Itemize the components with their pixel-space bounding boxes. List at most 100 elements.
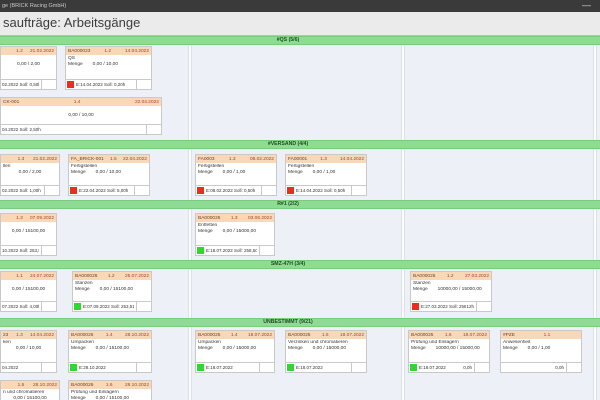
card-fabrick001-versand[interactable]: FA_BRICK-001 1.5 22.04.2022 Fertigstellen M… [68,154,150,196]
card-version: 1.5 [110,156,117,162]
card-date: 28.10.2022 [32,382,57,388]
card-version: 1.3 [16,215,23,221]
quantity-value: 0,00 / 15000,00 [222,229,257,234]
planning-board: #QS (5/6) #VERSAND (4/4) R#1 (2/2) SMZ-4… [0,36,600,400]
quantity-value: 0,00 / 10,00 [68,113,94,118]
group-header-r1[interactable]: R#1 (2/2) [0,200,600,209]
group-header-unbestimmt[interactable]: UNBESTIMMT (9/21) [0,318,600,327]
card-date: 14.04.2022 [124,48,149,54]
footer-cell [474,363,489,372]
quantity-value: 0,00 / 1,00 [222,170,246,175]
card-version: 1.3 [320,156,327,162]
group-header-smz47h[interactable]: SMZ-47H (3/4) [0,260,600,269]
group-header-qs[interactable]: #QS (5/6) [0,36,600,45]
card-id: BA000025 [411,332,434,338]
operation-label: ken [3,340,11,345]
card-version: 1.2 [16,48,23,54]
card-date: 28.10.2022 [124,332,149,338]
card-id: CK-001 [3,99,20,105]
footer-text: E:08.02.2022 Soll: 0,50h [206,188,256,193]
quantity-value: 0,00 / 10,00 [92,62,119,67]
card-qs-cutoff[interactable]: 1.2 21.02.2022 0,00 / 2,00 02.2022 Soll: … [0,46,57,90]
footer-cell [41,246,56,255]
quantity-value: 10000,00 / 15000,00 [437,287,482,292]
quantity-value: 0,00 / 15100,00 [13,396,47,400]
card-ba000023-qs[interactable]: BA000023 1.2 14.04.2022 QS Menge 0,00 / 10,0… [65,46,152,90]
status-icon [197,187,204,194]
status-icon [287,187,294,194]
operation-label: Stanzen [75,281,93,286]
footer-text: E:18.07.2022 Soll: 258,50h [206,248,257,253]
card-id: BA000025 [288,332,311,338]
card-version: 1.2 [107,273,115,279]
quantity-value: 0,00 / 15000,00 [222,346,257,351]
card-id: 23 [3,332,9,338]
footer-text: E:28.10.2022 [79,365,106,370]
minimize-icon[interactable]: — [582,0,591,10]
card-fabrick-qs-cutoff[interactable]: CK-001 1.4 22.04.2022 0,00 / 10,00 04.2022… [0,97,162,135]
card-fa00001-versand[interactable]: FA00001 1.3 14.04.2022 Fertigstellen Menge 0… [285,154,367,196]
card-id: BA000025 [413,273,436,279]
card-id: BA000025 [198,215,221,221]
footer-cell [351,186,366,195]
window-titlebar: ge (BRICK Racing GmbH) — [0,0,600,12]
footer-cell [566,363,581,372]
card-ba000026-umpacken[interactable]: BA000026 1.4 28.10.2022 Umpacken Menge 0,00 … [68,330,152,373]
operation-label: Entfetten [198,223,218,228]
footer-text: E:07.09.2022 Soll: 253,51h [83,304,134,309]
card-id: FA_BRICK-001 [71,156,104,162]
card-ba000025-stanzen[interactable]: BA000025 1.2 27.03.2022 Stanzen Menge 10000,… [410,271,492,312]
column-divider [593,36,597,400]
card-unbestimmt-cutoff[interactable]: 23 1.3 14.04.2022 ken 0,00 / 10,00 04.2022 [0,330,57,373]
footer-cell [261,186,276,195]
window-title: ge (BRICK Racing GmbH) [2,3,67,9]
card-pze-anwesenheit[interactable]: #PZE 1.1 Anwesenheit Menge 0,00 / 1,00 0,0h [500,330,582,373]
quantity-label: Menge [75,287,90,292]
card-unbestimmt-row2-cutoff[interactable]: 1.5 28.10.2022 n und chromatieren 0,00 / 1… [0,380,60,400]
operation-label: QS [68,56,75,61]
footer-text: E:22.04.2022 Soll: 5,00h [79,188,129,193]
card-ba000026-pruefung[interactable]: BA000026 1.6 28.10.2022 Prüfung und Einlag… [68,380,152,400]
card-ba000026-stanzen[interactable]: BA000026 1.2 25.07.2022 Stanzen Menge 0,00 /… [72,271,152,312]
quantity-value: 0,00 / 1,00 [527,346,551,351]
card-smz-cutoff[interactable]: 1.1 24.07.2022 0,00 / 15100,00 07.2022 So… [0,271,57,312]
card-fa0003-versand[interactable]: FA0003 1.3 08.02.2022 Fertigstellen Menge 0,… [195,154,277,196]
status-icon [287,364,294,371]
card-ba000025-entfetten[interactable]: BA000025 1.3 03.06.2022 Entfetten Menge 0,00… [195,213,275,256]
card-ba000025-verzinken[interactable]: BA000025 1.5 18.07.2022 Verzinken und chro… [285,330,367,373]
footer-cell [41,80,56,89]
footer-cell [259,246,274,255]
card-ba000025-pruefung[interactable]: BA000025 1.6 18.07.2022 Prüfung und Einlag… [408,330,490,373]
operation-label: Stanzen [413,281,431,286]
card-versand-cutoff[interactable]: 1.3 21.02.2022 llen 0,00 / 2,00 02.2022 So… [0,154,60,196]
footer-hours: 0,0h [555,365,564,370]
footer-text: E:18.07.2022 [296,365,323,370]
column-divider [188,36,192,400]
footer-text: 02.2022 Soll: 0,50h [2,82,39,87]
footer-text: 07.2022 Soll: 4,00h [2,304,39,309]
quantity-label: Menge [68,62,83,67]
quantity-value: 0,00 / 15100,00 [95,346,130,351]
card-version: 1.4 [73,99,81,105]
card-date: 22.04.2022 [122,156,147,162]
card-id: FA00001 [288,156,308,162]
operation-label: Fertigstellen [71,164,98,169]
card-id: BA000023 [68,48,91,54]
card-ba000025-umpacken[interactable]: BA000025 1.4 18.07.2022 Umpacken Menge 0,00 … [195,330,275,373]
footer-cell [476,302,491,311]
card-version: 1.4 [230,332,238,338]
group-header-versand[interactable]: #VERSAND (4/4) [0,140,600,149]
card-version: 1.2 [446,273,454,279]
footer-cell [41,363,56,372]
card-id: BA000026 [71,382,94,388]
card-version: 1.1 [16,273,23,279]
page-header: saufträge: Arbeitsgänge [0,12,600,36]
footer-cell [136,363,151,372]
card-id: #PZE [503,332,515,338]
page-title: saufträge: Arbeitsgänge [3,15,141,30]
quantity-value: 0,00 / 15100,00 [11,287,46,292]
quantity-label: Menge [71,396,86,400]
card-r1-cutoff[interactable]: 1.3 07.09.2022 0,00 / 15100,00 10.2022 So… [0,213,57,256]
quantity-value: 0,00 / 15000,00 [312,346,347,351]
